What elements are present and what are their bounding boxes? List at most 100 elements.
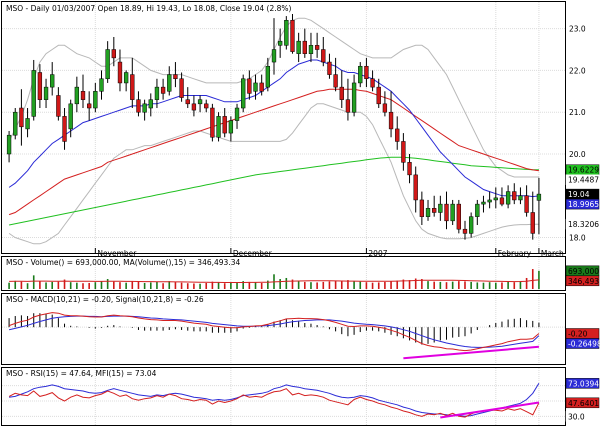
volume-bar	[525, 277, 528, 289]
volume-bar	[353, 281, 355, 289]
candle-down	[339, 86, 344, 100]
volume-bar	[427, 281, 429, 289]
volume-bar	[304, 281, 306, 289]
volume-bar	[137, 281, 140, 289]
volume-bar	[254, 282, 257, 289]
rsi-line	[8, 388, 540, 418]
volume-legend: MSO - Volume() = 693,000.00, MA(Volume()…	[6, 258, 240, 267]
candle-down	[382, 103, 388, 113]
rsi-value-label: 47.6401	[568, 399, 599, 408]
candle-up	[6, 134, 12, 155]
candle-down	[370, 78, 375, 88]
volume-bar	[501, 282, 503, 289]
volume-bar	[211, 281, 214, 289]
volume-bar	[143, 282, 146, 289]
price-value-label: 18.3206	[568, 220, 599, 229]
candle-up	[142, 103, 147, 113]
candle-up	[13, 111, 18, 136]
price-value-label: 19.4487	[568, 176, 599, 185]
volume-bar	[371, 282, 374, 289]
volume-bar	[267, 280, 269, 289]
candle-down	[222, 116, 227, 134]
volume-bar	[236, 282, 238, 289]
candle-up	[68, 103, 73, 130]
volume-bar	[223, 283, 226, 289]
volume-bar	[205, 282, 208, 289]
volume-bar	[180, 282, 183, 289]
candle-down	[130, 74, 135, 100]
x-tick-label: December	[233, 249, 273, 258]
bollinger-lower-line	[8, 103, 539, 245]
volume-bar	[421, 279, 423, 289]
candle-down	[117, 61, 123, 84]
macd-value-tag	[565, 338, 600, 349]
candle-up	[99, 78, 104, 92]
volume-bar	[106, 279, 109, 289]
candle-up	[425, 208, 431, 217]
candle-up	[271, 49, 277, 63]
volume-bar	[199, 283, 201, 289]
volume-bar	[433, 281, 435, 289]
candle-down	[210, 107, 215, 138]
volume-bar	[359, 281, 362, 289]
candle-up	[74, 86, 80, 105]
price-tick-label: 23.0	[569, 25, 586, 34]
volume-bar	[347, 280, 349, 289]
volume-bar	[365, 282, 368, 289]
candle-down	[413, 174, 418, 201]
volume-ma-line	[9, 279, 539, 283]
candle-down	[185, 99, 190, 105]
candle-down	[444, 203, 449, 222]
volume-bar	[439, 281, 442, 289]
x-tick-label: March	[541, 249, 564, 258]
volume-bar	[328, 281, 331, 289]
volume-bar	[174, 282, 177, 289]
price-value-label: 19.04	[568, 190, 590, 199]
volume-value-tag	[565, 275, 600, 287]
candle-down	[160, 86, 166, 94]
candle-up	[284, 20, 289, 46]
candle-down	[388, 111, 394, 130]
volume-value-label: 346,493	[568, 277, 599, 286]
rsi-value-label: 30.0	[568, 412, 585, 421]
volume-bar	[14, 280, 17, 289]
volume-bar	[291, 279, 294, 289]
volume-bar	[57, 281, 60, 289]
volume-bar	[168, 281, 171, 289]
volume-bar	[488, 282, 491, 289]
candle-down	[462, 228, 468, 234]
price-header: MSO - Daily 01/03/2007 Open 18.89, Hi 19…	[6, 4, 291, 13]
volume-bar	[334, 281, 337, 289]
candle-down	[364, 65, 369, 80]
volume-bar	[119, 282, 121, 289]
candle-down	[407, 162, 412, 176]
volume-bar	[113, 281, 115, 289]
volume-bar	[476, 282, 479, 289]
volume-bar	[88, 282, 90, 289]
series	[6, 14, 600, 422]
rsi-value-tag	[565, 397, 600, 409]
macd-panel-frame	[1, 293, 566, 365]
volume-bar	[100, 281, 103, 289]
price-tick-label: 22.0	[569, 66, 586, 75]
candle-down	[37, 72, 43, 100]
candle-down	[290, 20, 295, 52]
volume-bar	[39, 281, 41, 289]
candle-up	[278, 40, 283, 46]
volume-bar	[32, 275, 35, 289]
rsi-mfi-legend: MSO - RSI(15) = 47.64, MFI(15) = 73.04	[6, 369, 157, 378]
volume-bar	[414, 278, 417, 289]
volume-bar	[377, 282, 380, 289]
volume-bar	[76, 282, 78, 289]
candle-up	[105, 49, 110, 80]
price-value-label: 19.6229	[568, 166, 599, 175]
candle-up	[487, 199, 492, 203]
candle-down	[62, 116, 67, 142]
volume-bar	[464, 281, 466, 289]
volume-bar	[531, 269, 534, 289]
sma-mid-line	[8, 88, 539, 216]
candle-down	[111, 49, 116, 59]
volume-value-label: 693,000	[568, 267, 599, 276]
candle-up	[234, 107, 240, 121]
